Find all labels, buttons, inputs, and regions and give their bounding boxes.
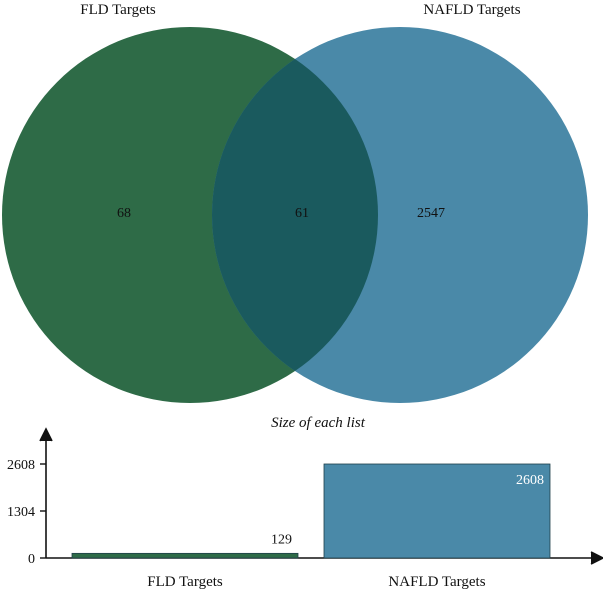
y-ticks-layer: 0 1304 2608 (7, 458, 46, 567)
bar-1 (323, 463, 551, 559)
venn-label-fld: FLD Targets (80, 2, 156, 18)
venn-label-nafld: NAFLD Targets (423, 2, 520, 18)
bars-layer: 129 2608 (71, 463, 551, 559)
x-labels-layer: FLD Targets NAFLD Targets (147, 574, 485, 590)
bar-value-label-1: 2608 (516, 473, 544, 488)
y-axis-arrow (39, 427, 53, 442)
x-category-label-1: NAFLD Targets (388, 574, 485, 590)
x-category-label-0: FLD Targets (147, 574, 223, 590)
y-tick-label-1: 1304 (7, 505, 35, 520)
x-axis-arrow (590, 551, 603, 565)
bar-0 (71, 552, 299, 559)
bar-value-label-0: 129 (271, 532, 292, 547)
venn-intersection (212, 27, 378, 403)
venn-count-intersection: 61 (295, 206, 309, 221)
venn-count-fld-only: 68 (117, 206, 131, 221)
y-tick-label-0: 0 (28, 552, 35, 567)
y-tick-label-2: 2608 (7, 458, 35, 473)
venn-count-nafld-only: 2547 (417, 206, 445, 221)
bar-chart-title: Size of each list (271, 415, 366, 431)
